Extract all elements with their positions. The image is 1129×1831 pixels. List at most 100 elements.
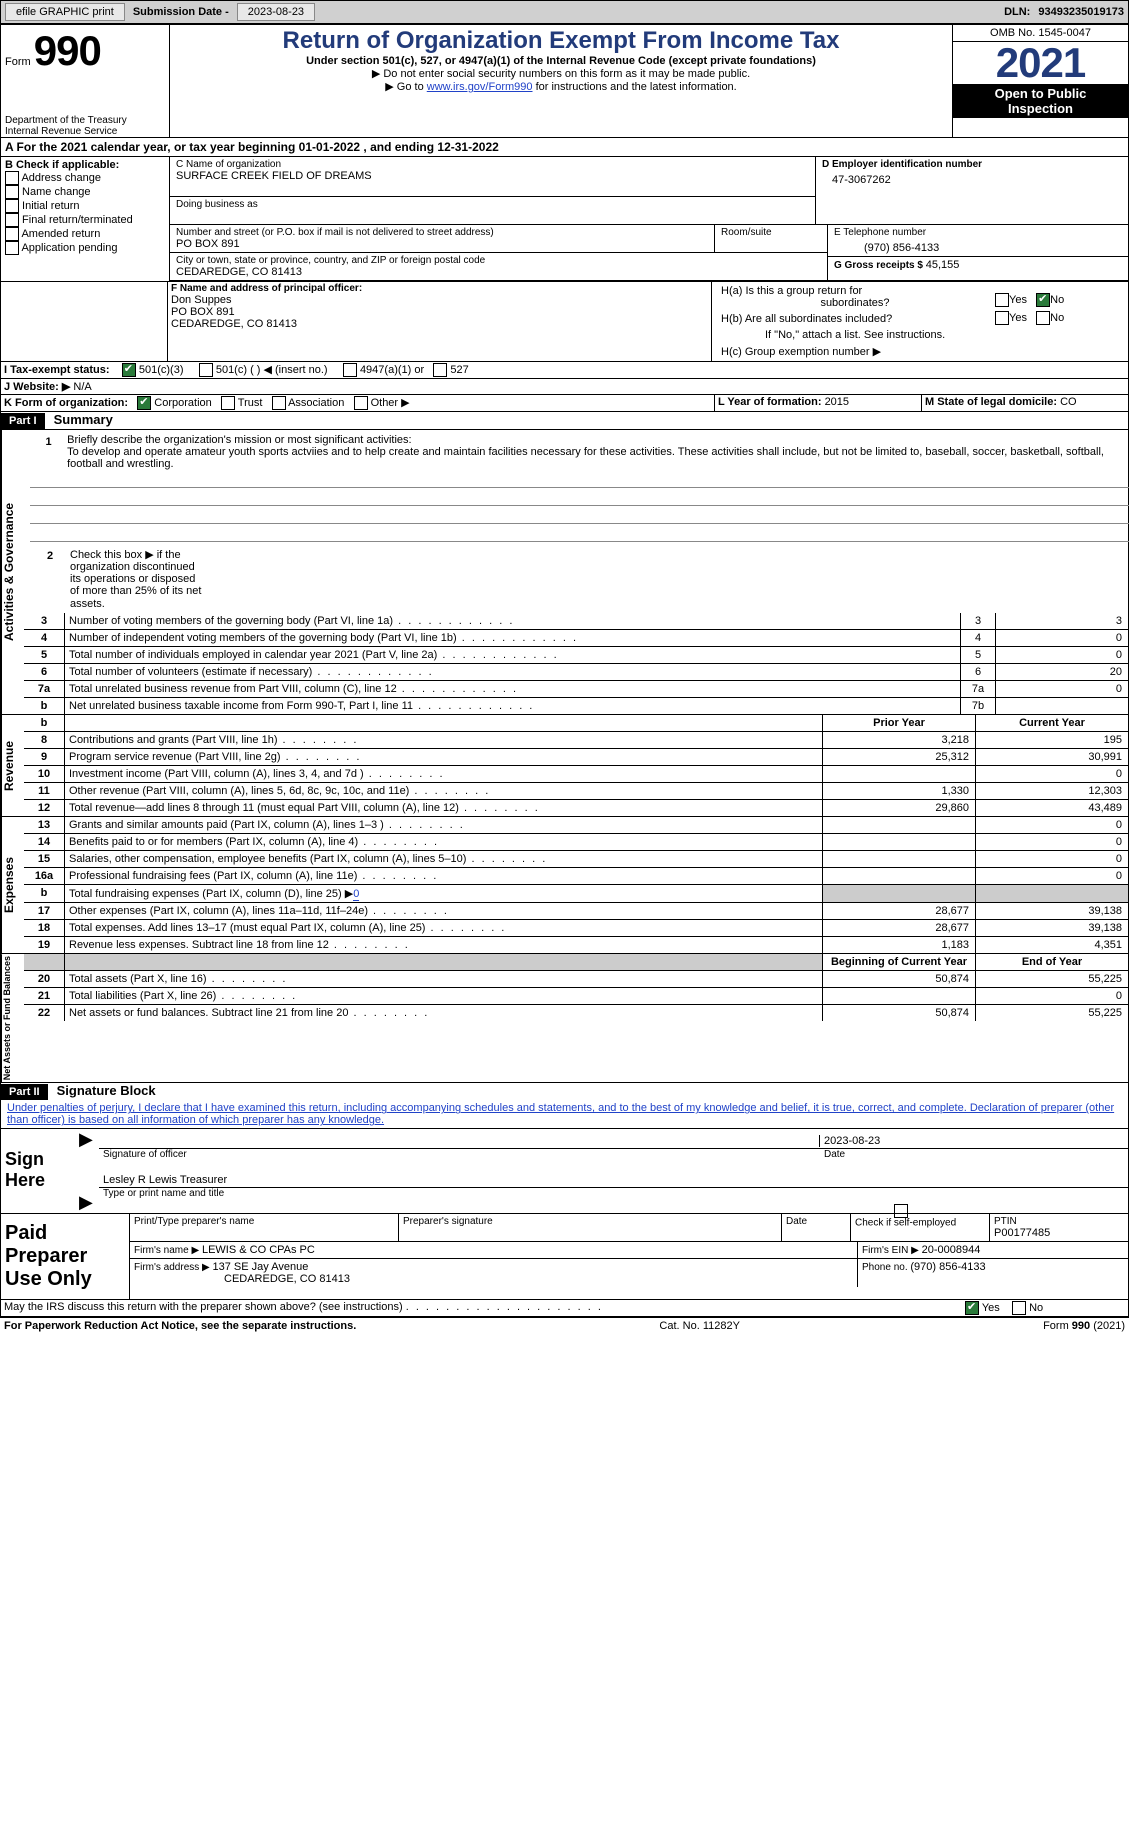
summary-line: 19Revenue less expenses. Subtract line 1… (24, 937, 1128, 953)
hb-no-checkbox[interactable] (1036, 311, 1050, 325)
officer-addr1: PO BOX 891 (171, 306, 708, 318)
b-option-checkbox[interactable] (5, 199, 19, 213)
summary-line: 22Net assets or fund balances. Subtract … (24, 1005, 1128, 1021)
ha-no-checkbox[interactable] (1036, 293, 1050, 307)
summary-line: 18Total expenses. Add lines 13–17 (must … (24, 920, 1128, 937)
form-number: 990 (34, 27, 101, 74)
top-toolbar: efile GRAPHIC print Submission Date - 20… (0, 0, 1129, 24)
summary-line: 8Contributions and grants (Part VIII, li… (24, 732, 1128, 749)
summary-line: 10Investment income (Part VIII, column (… (24, 766, 1128, 783)
column-c: C Name of organization SURFACE CREEK FIE… (170, 157, 1128, 281)
open-to-public: Open to PublicInspection (953, 84, 1128, 118)
summary-line: 5Total number of individuals employed in… (24, 647, 1128, 664)
prior-year-header: Prior Year (822, 715, 975, 731)
h-b-hint: If "No," attach a list. See instructions… (715, 327, 1125, 343)
hb-yes-checkbox[interactable] (995, 311, 1009, 325)
k-assoc-checkbox[interactable] (272, 396, 286, 410)
firm-addr2: CEDAREDGE, CO 81413 (134, 1273, 350, 1285)
org-name-label: C Name of organization (176, 159, 809, 170)
mission-label: Briefly describe the organization's miss… (67, 434, 411, 446)
line-i: I Tax-exempt status: 501(c)(3) 501(c) ( … (1, 361, 1128, 378)
end-year-header: End of Year (975, 954, 1128, 970)
h-b-label: H(b) Are all subordinates included? (715, 311, 995, 327)
hint-link: ▶ Go to www.irs.gov/Form990 for instruct… (174, 80, 948, 93)
part-ii-header: Part II Signature Block (1, 1082, 1128, 1100)
officer-addr2: CEDAREDGE, CO 81413 (171, 318, 708, 330)
column-b: B Check if applicable: Address change Na… (1, 157, 170, 281)
summary-line: 7aTotal unrelated business revenue from … (24, 681, 1128, 698)
dln-value: 93493235019173 (1038, 6, 1124, 18)
discuss-row: May the IRS discuss this return with the… (1, 1299, 1128, 1316)
discuss-yes-checkbox[interactable] (965, 1301, 979, 1315)
summary-line: 9Program service revenue (Part VIII, lin… (24, 749, 1128, 766)
self-employed-checkbox[interactable] (894, 1204, 908, 1218)
dept-treasury: Department of the Treasury (5, 115, 165, 126)
summary-line: 15Salaries, other compensation, employee… (24, 851, 1128, 868)
section-fh: F Name and address of principal officer:… (1, 281, 1128, 361)
tax-year: 2021 (953, 42, 1128, 84)
b-option-checkbox[interactable] (5, 241, 19, 255)
k-other-checkbox[interactable] (354, 396, 368, 410)
line-a: A For the 2021 calendar year, or tax yea… (1, 137, 1128, 156)
footer-form: Form 990 (2021) (1043, 1320, 1125, 1332)
officer-label: F Name and address of principal officer: (171, 283, 708, 294)
current-year-header: Current Year (975, 715, 1128, 731)
sign-here-section: Sign Here ▶▶ 2023-08-23 Signature of off… (1, 1128, 1128, 1213)
governance-section: Activities & Governance 1 Briefly descri… (1, 429, 1128, 714)
net-assets-section: Net Assets or Fund Balances Beginning of… (1, 953, 1128, 1082)
form-title: Return of Organization Exempt From Incom… (174, 27, 948, 55)
k-corp-checkbox[interactable] (137, 396, 151, 410)
firm-name: LEWIS & CO CPAs PC (202, 1244, 315, 1256)
irs-label: Internal Revenue Service (5, 126, 165, 137)
addr-value: PO BOX 891 (176, 238, 708, 250)
i-4947-checkbox[interactable] (343, 363, 357, 377)
ein-label: D Employer identification number (822, 159, 1122, 170)
summary-line: 20Total assets (Part X, line 16)50,87455… (24, 971, 1128, 988)
form-word: Form (5, 56, 31, 68)
b-option-checkbox[interactable] (5, 185, 19, 199)
i-527-checkbox[interactable] (433, 363, 447, 377)
penalty-statement: Under penalties of perjury, I declare th… (1, 1100, 1128, 1128)
begin-year-header: Beginning of Current Year (822, 954, 975, 970)
vtab-revenue: Revenue (1, 715, 24, 816)
phone-label: E Telephone number (834, 227, 1122, 238)
firm-ein: 20-0008944 (922, 1244, 981, 1256)
gross-receipts-label: G Gross receipts $ (834, 260, 926, 271)
b-option-checkbox[interactable] (5, 213, 19, 227)
summary-line: 11Other revenue (Part VIII, column (A), … (24, 783, 1128, 800)
summary-line: 3Number of voting members of the governi… (24, 613, 1128, 630)
firm-addr1: 137 SE Jay Avenue (213, 1261, 309, 1273)
line-klm: K Form of organization: Corporation Trus… (1, 394, 1128, 411)
discuss-no-checkbox[interactable] (1012, 1301, 1026, 1315)
ptin-value: P00177485 (994, 1227, 1124, 1239)
paid-preparer-section: Paid Preparer Use Only Print/Type prepar… (1, 1213, 1128, 1299)
form-body: Form 990 Department of the Treasury Inte… (0, 24, 1129, 1317)
footer-left: For Paperwork Reduction Act Notice, see … (4, 1320, 356, 1332)
submission-date-button[interactable]: 2023-08-23 (237, 3, 315, 21)
vtab-expenses: Expenses (1, 817, 24, 953)
part-i-header: Part I Summary (1, 411, 1128, 429)
b-label: B Check if applicable: (5, 159, 165, 171)
summary-line: 14Benefits paid to or for members (Part … (24, 834, 1128, 851)
mission-text: To develop and operate amateur youth spo… (67, 446, 1104, 470)
h-a-label: H(a) Is this a group return for (721, 285, 989, 297)
phone-value: (970) 856-4133 (834, 238, 1122, 254)
org-name: SURFACE CREEK FIELD OF DREAMS (176, 170, 809, 182)
ein-value: 47-3067262 (822, 170, 1122, 186)
i-501c3-checkbox[interactable] (122, 363, 136, 377)
efile-button[interactable]: efile GRAPHIC print (5, 3, 125, 21)
i-501c-checkbox[interactable] (199, 363, 213, 377)
addr-label: Number and street (or P.O. box if mail i… (176, 227, 708, 238)
ha-yes-checkbox[interactable] (995, 293, 1009, 307)
line-j: J Website: ▶ N/A (1, 378, 1128, 394)
revenue-section: Revenue b Prior Year Current Year 8Contr… (1, 714, 1128, 816)
submission-date-label: Submission Date - (133, 6, 229, 18)
b-option-checkbox[interactable] (5, 171, 19, 185)
officer-name: Don Suppes (171, 294, 708, 306)
b-option-checkbox[interactable] (5, 227, 19, 241)
summary-line: 4Number of independent voting members of… (24, 630, 1128, 647)
irs-form990-link[interactable]: www.irs.gov/Form990 (427, 81, 533, 93)
gross-receipts-value: 45,155 (926, 259, 960, 271)
vtab-governance: Activities & Governance (1, 430, 24, 714)
k-trust-checkbox[interactable] (221, 396, 235, 410)
